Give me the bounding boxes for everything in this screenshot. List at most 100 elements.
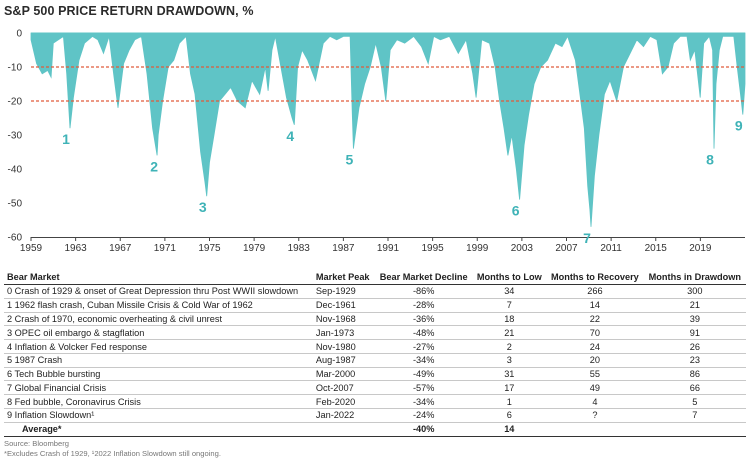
- y-tick-label: 0: [16, 29, 22, 40]
- cell-months-drawdown: 7: [643, 408, 746, 423]
- x-tick-label: 2015: [645, 243, 668, 254]
- header-market-peak: Market Peak: [312, 270, 375, 285]
- cell-months-recovery: 55: [546, 367, 644, 382]
- cell-bear-market: 9 Inflation Slowdown¹: [4, 408, 313, 423]
- cell-decline: -48%: [374, 325, 473, 341]
- bear-market-label: 1: [62, 131, 70, 147]
- footnotes: Source: Bloomberg *Excludes Crash of 192…: [4, 439, 221, 458]
- cell-months-low: 21: [472, 325, 547, 341]
- cell-bear-market: 5 1987 Crash: [4, 353, 313, 368]
- cell-months-recovery: 20: [546, 353, 644, 368]
- cell-months-drawdown: 26: [643, 339, 746, 354]
- x-tick-label: 1987: [332, 243, 355, 254]
- x-tick-label: 2007: [555, 243, 578, 254]
- cell-decline: -24%: [374, 408, 473, 423]
- cell-months-drawdown: 23: [643, 353, 746, 368]
- cell-market-peak: Nov-1968: [312, 312, 375, 327]
- average-drawdown: [643, 422, 746, 437]
- drawdown-area: [30, 32, 746, 227]
- table-row-average: Average* -40% 14: [4, 422, 746, 437]
- cell-market-peak: Feb-2020: [312, 394, 375, 410]
- x-tick-label: 1983: [288, 243, 311, 254]
- cell-bear-market: 6 Tech Bubble bursting: [4, 367, 313, 382]
- x-tick-label: 2003: [511, 243, 534, 254]
- x-tick-label: 1963: [65, 243, 88, 254]
- table-row: 8 Fed bubble, Coronavirus Crisis Feb-2020…: [4, 394, 746, 410]
- cell-months-recovery: 266: [546, 284, 644, 299]
- cell-decline: -34%: [374, 353, 473, 368]
- average-months-low: 14: [472, 422, 547, 437]
- x-tick-label: 1991: [377, 243, 400, 254]
- header-months-low: Months to Low: [472, 270, 547, 285]
- y-tick-label: -30: [8, 131, 23, 142]
- cell-market-peak: Jan-2022: [312, 408, 375, 423]
- cell-decline: -27%: [374, 339, 473, 354]
- cell-months-drawdown: 5: [643, 394, 746, 410]
- cell-months-recovery: ?: [546, 408, 644, 423]
- cell-months-recovery: 4: [546, 394, 644, 410]
- cell-months-low: 17: [472, 380, 547, 396]
- y-tick-label: -60: [8, 233, 23, 244]
- average-peak: [312, 422, 375, 437]
- chart-title: S&P 500 PRICE RETURN DRAWDOWN, %: [4, 4, 254, 18]
- cell-decline: -86%: [374, 284, 473, 299]
- header-decline: Bear Market Decline: [374, 270, 473, 285]
- table-row: 1 1962 flash crash, Cuban Missile Crisis…: [4, 298, 746, 313]
- x-tick-label: 1999: [466, 243, 489, 254]
- table-row: 6 Tech Bubble bursting Mar-2000 -49% 31 55 86: [4, 367, 746, 382]
- y-tick-label: -10: [8, 63, 23, 74]
- cell-months-recovery: 70: [546, 325, 644, 341]
- cell-bear-market: 3 OPEC oil embargo & stagflation: [4, 325, 313, 341]
- cell-months-low: 34: [472, 284, 547, 299]
- bear-market-label: 9: [735, 118, 743, 134]
- table-row: 7 Global Financial Crisis Oct-2007 -57% 17 4…: [4, 380, 746, 396]
- cell-months-drawdown: 21: [643, 298, 746, 313]
- table-row: 4 Inflation & Volcker Fed response Nov-19…: [4, 339, 746, 354]
- cell-months-drawdown: 91: [643, 325, 746, 341]
- header-bear-market: Bear Market: [4, 270, 313, 285]
- x-tick-label: 1975: [198, 243, 221, 254]
- bear-market-label: 7: [583, 230, 591, 246]
- table-row: 2 Crash of 1970, economic overheating & …: [4, 312, 746, 327]
- header-months-drawdown: Months in Drawdown: [643, 270, 746, 285]
- cell-market-peak: Oct-2007: [312, 380, 375, 396]
- header-months-recovery: Months to Recovery: [546, 270, 644, 285]
- cell-decline: -28%: [374, 298, 473, 313]
- average-recovery: [546, 422, 644, 437]
- x-tick-label: 1971: [154, 243, 177, 254]
- bear-market-label: 3: [199, 199, 207, 215]
- cell-market-peak: Nov-1980: [312, 339, 375, 354]
- cell-decline: -49%: [374, 367, 473, 382]
- cell-months-drawdown: 86: [643, 367, 746, 382]
- x-tick-label: 1995: [422, 243, 445, 254]
- average-label: Average*: [4, 422, 313, 437]
- cell-bear-market: 0 Crash of 1929 & onset of Great Depress…: [4, 284, 313, 299]
- bear-market-table: Bear Market Market Peak Bear Market Decl…: [4, 270, 746, 437]
- cell-months-low: 7: [472, 298, 547, 313]
- footnote: *Excludes Crash of 1929, ¹2022 Inflation…: [4, 448, 221, 458]
- x-tick-label: 1967: [109, 243, 132, 254]
- bear-market-label: 4: [286, 128, 294, 144]
- cell-market-peak: Aug-1987: [312, 353, 375, 368]
- table-body: 0 Crash of 1929 & onset of Great Depress…: [4, 284, 746, 437]
- cell-months-low: 31: [472, 367, 547, 382]
- cell-market-peak: Dec-1961: [312, 298, 375, 313]
- cell-months-recovery: 22: [546, 312, 644, 327]
- x-tick-label: 2011: [600, 243, 622, 254]
- cell-decline: -57%: [374, 380, 473, 396]
- cell-months-low: 2: [472, 339, 547, 354]
- cell-bear-market: 2 Crash of 1970, economic overheating & …: [4, 312, 313, 327]
- cell-months-low: 6: [472, 408, 547, 423]
- bear-market-label: 6: [512, 203, 520, 219]
- cell-months-recovery: 49: [546, 380, 644, 396]
- table-row: 3 OPEC oil embargo & stagflation Jan-1973…: [4, 325, 746, 341]
- cell-months-low: 18: [472, 312, 547, 327]
- cell-months-low: 3: [472, 353, 547, 368]
- cell-market-peak: Sep-1929: [312, 284, 375, 299]
- cell-decline: -34%: [374, 394, 473, 410]
- cell-months-drawdown: 300: [643, 284, 746, 299]
- cell-market-peak: Mar-2000: [312, 367, 375, 382]
- y-tick-label: -20: [8, 97, 23, 108]
- cell-months-low: 1: [472, 394, 547, 410]
